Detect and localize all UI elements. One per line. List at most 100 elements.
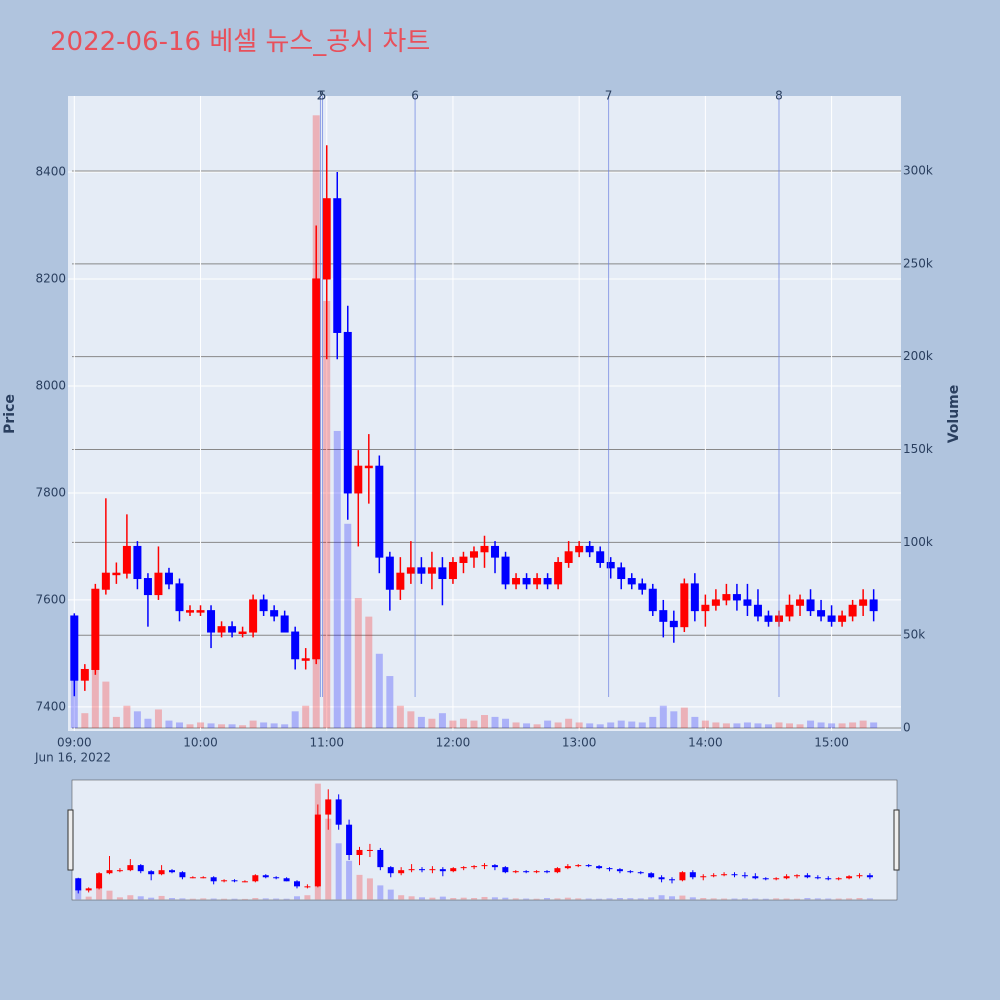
volume-bar [838,723,846,729]
slider-volume-bar [377,885,384,900]
candle-body [491,545,500,558]
volume-bar [586,723,594,729]
slider-handle-left[interactable] [67,809,74,871]
y2-tick-label: 200k [903,349,933,363]
slider-volume-bar [731,898,738,900]
volume-bar [712,722,720,729]
slider-candle-body [616,869,623,872]
slider-volume-bar [502,897,509,900]
slider-candle-body [658,877,665,880]
candle-body [669,620,678,628]
candle-body [91,588,100,670]
range-slider[interactable] [71,779,898,901]
slider-handle-right[interactable] [893,809,900,871]
volume-bar [133,711,141,729]
slider-candle-body [210,877,217,882]
volume-bar [554,722,562,729]
slider-candle-body [460,867,467,869]
candle-body [732,594,741,601]
candle-body [764,615,773,622]
slider-volume-bar [825,898,832,900]
volume-bar [523,723,531,729]
candle-body [838,615,847,622]
slider-candle-body [325,799,332,815]
slider-volume-bar [710,898,717,900]
slider-candle-body [512,871,519,873]
candle-body [575,545,584,553]
volume-bar [386,676,394,729]
volume-bar [123,705,131,729]
plot-area [68,96,901,731]
slider-candle-body [85,888,92,891]
candle-body [164,572,173,585]
volume-bar [344,523,352,729]
volume-bar [70,672,78,729]
slider-candle-body [96,873,103,889]
slider-candle-body [773,878,780,880]
slider-volume-bar [450,898,457,900]
slider-candle-body [783,876,790,879]
slider-candle-body [366,849,373,851]
candle-body [701,604,710,612]
slider-candle-body [314,814,321,887]
slider-volume-bar [210,898,217,900]
candle-body [806,599,815,612]
slider-volume-bar [200,898,207,900]
slider-volume-bar [481,896,488,900]
volume-bar [449,720,457,729]
slider-candle-body [450,868,457,872]
slider-volume-bar [148,897,155,900]
candle-body [753,604,762,617]
candle-body [217,626,226,633]
slider-candle-body [533,871,540,873]
event-label: 7 [605,89,613,103]
slider-volume-bar [658,895,665,900]
slider-volume-bar [606,898,613,900]
volume-bar [649,716,657,729]
candle-body [480,545,489,553]
slider-volume-bar [398,895,405,900]
volume-bar [544,720,552,729]
slider-candle-body [596,866,603,869]
x-tick-label: 15:00 [814,736,849,750]
candle-body [533,578,542,585]
volume-bar [470,720,478,729]
slider-candle-body [127,865,134,871]
volume-bar [722,723,730,729]
slider-volume-bar [335,843,342,900]
candle-body [659,610,668,622]
slider-candle-body [762,878,769,880]
candle-body [375,465,384,558]
slider-volume-bar [189,898,196,900]
slider-candle-body [252,875,259,882]
slider-candle-body [377,849,384,868]
slider-volume-bar [75,888,82,900]
volume-bar [733,723,741,729]
slider-candle-body [700,876,707,878]
candle-body [817,610,826,617]
y2-tick-label: 0 [903,721,911,735]
volume-bar [638,722,646,729]
candle-body [238,631,247,635]
slider-volume-bar [554,898,561,900]
slider-volume-bar [346,860,353,900]
volume-bar [817,722,825,729]
volume-bar [828,723,836,729]
slider-candle-body [710,875,717,877]
volume-bar [870,722,878,729]
volume-bar [81,713,89,729]
candle-body [869,599,878,612]
candle-body [606,561,615,569]
volume-bar [112,716,120,729]
slider-volume-bar [419,897,425,900]
volume-bar [91,644,99,729]
slider-volume-bar [294,896,300,900]
candle-body [196,610,205,613]
candle-body [280,615,289,633]
volume-bar [754,723,762,729]
slider-candle-body [627,871,634,873]
slider-candle-body [835,878,842,880]
candle-body [743,599,752,606]
slider-candle-body [575,865,582,867]
slider-volume-bar [752,898,759,900]
